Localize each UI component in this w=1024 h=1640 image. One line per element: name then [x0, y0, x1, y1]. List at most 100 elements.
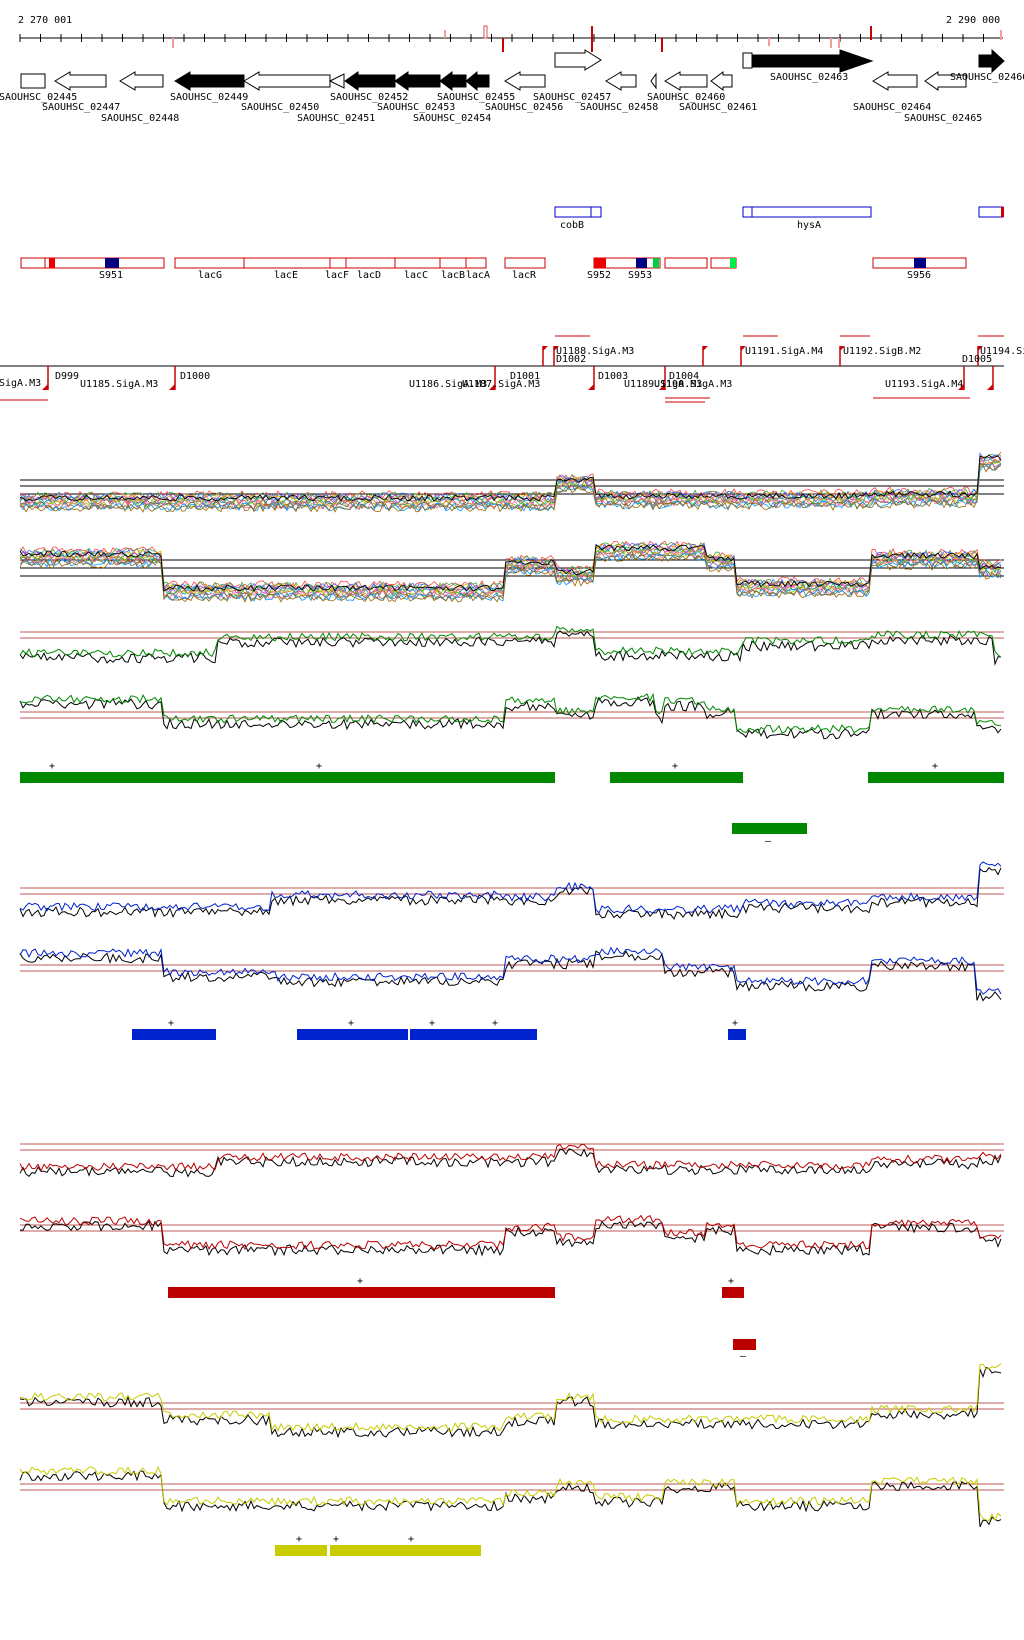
- strand-sign: +: [357, 1276, 363, 1287]
- profile-line: [19, 543, 1002, 594]
- segment-bar[interactable]: [728, 1029, 746, 1040]
- feature-label: lacF: [325, 270, 349, 281]
- condition-profile-panel: [19, 625, 1004, 666]
- reference-profile: [19, 1148, 1002, 1178]
- gene-arrow[interactable]: [554, 49, 602, 71]
- expression-heat-profiles: [19, 451, 1004, 604]
- feature-label: lacB: [441, 270, 465, 281]
- profile-line: [19, 463, 1002, 513]
- condition-profile: [19, 946, 1002, 995]
- tss-label: U1192.SigB.M2: [843, 346, 921, 357]
- feature-box[interactable]: [554, 206, 602, 218]
- gene-label: SAOUHSC_02452: [330, 92, 408, 103]
- segment-bar[interactable]: [410, 1029, 537, 1040]
- condition-profile-panel: [19, 1214, 1004, 1257]
- gene-label: SAOUHSC_02450: [241, 102, 319, 113]
- gene-arrow[interactable]: [872, 71, 918, 91]
- gene-arrow[interactable]: [20, 73, 46, 89]
- gene-arrow[interactable]: [650, 72, 657, 90]
- tss-label: SigA.M3: [0, 378, 41, 389]
- gene-arrow[interactable]: [394, 71, 441, 91]
- condition-profile-panel: [19, 946, 1004, 1002]
- gene-label: SAOUHSC_02445: [0, 92, 77, 103]
- gene-arrow[interactable]: [742, 49, 874, 73]
- segment-bar[interactable]: [20, 772, 555, 783]
- feature-box[interactable]: [978, 206, 1004, 218]
- gene-arrow[interactable]: [328, 73, 345, 89]
- condition-profiles: [19, 625, 1004, 1528]
- reference-profile: [19, 696, 1002, 740]
- tss-label: D1002: [556, 354, 586, 365]
- gene-arrow[interactable]: [344, 71, 396, 91]
- strand-sign: +: [168, 1018, 174, 1029]
- segment-bar[interactable]: [132, 1029, 216, 1040]
- feature-label: S956: [907, 270, 931, 281]
- gene-label: SAOUHSC_02463: [770, 72, 848, 83]
- gene-arrow[interactable]: [54, 71, 107, 91]
- feature-label: S952: [587, 270, 611, 281]
- gene-label: SAOUHSC_02458: [580, 102, 658, 113]
- condition-profile-panel: [19, 1143, 1004, 1178]
- tss-track: SigA.M3 D999 U1185.SigA.M3 D1000 U1186.S…: [0, 335, 1024, 403]
- gene-label: SAOUHSC_02447: [42, 102, 120, 113]
- segment-bar[interactable]: [868, 772, 1004, 783]
- gene-arrow[interactable]: [710, 71, 733, 91]
- strand-sign: +: [333, 1534, 339, 1545]
- feature-label: lacR: [512, 270, 537, 281]
- gene-arrow[interactable]: [605, 71, 637, 91]
- gene-arrow[interactable]: [504, 71, 546, 91]
- segment-bar[interactable]: [330, 1545, 481, 1556]
- gene-arrow[interactable]: [174, 71, 245, 91]
- feature-box[interactable]: [742, 206, 872, 218]
- condition-profile: [19, 1143, 1002, 1173]
- tss-label: U1185.SigA.M3: [80, 379, 158, 390]
- gene-label: SAOUHSC_02453: [377, 102, 455, 113]
- gene-arrow[interactable]: [465, 70, 490, 92]
- profile-line: [19, 461, 1002, 508]
- gene-arrow[interactable]: [664, 71, 708, 91]
- tss-label: D1005: [962, 354, 992, 365]
- segment-bar[interactable]: [168, 1287, 555, 1298]
- tss-label: U1187.SigA.M3: [462, 379, 540, 390]
- red-feature-track: S951 lacG lacE lacF lacD lacC lacB lacA …: [20, 257, 967, 281]
- profile-line: [19, 458, 1002, 507]
- feature-label: cobB: [560, 220, 584, 231]
- strand-sign: –: [740, 1351, 747, 1362]
- segment-bar[interactable]: [610, 772, 743, 783]
- gene-arrow[interactable]: [978, 48, 1005, 74]
- gene-label: SAOUHSC_02464: [853, 102, 931, 113]
- segment-bar[interactable]: [275, 1545, 327, 1556]
- segment-bar[interactable]: [732, 823, 807, 834]
- feature-label: S951: [99, 270, 123, 281]
- profile-panel: [19, 451, 1004, 513]
- segment-bar[interactable]: [297, 1029, 408, 1040]
- gene-arrow[interactable]: [243, 71, 331, 91]
- ruler-end-label: 2 290 000: [946, 15, 1000, 26]
- feature-box[interactable]: [504, 257, 546, 269]
- gene-label: SAOUHSC_02461: [679, 102, 757, 113]
- profile-line: [19, 552, 1002, 602]
- feature-label: lacD: [357, 270, 381, 281]
- gene-arrow[interactable]: [439, 71, 467, 91]
- profile-line: [19, 451, 1002, 500]
- profile-line: [19, 553, 1002, 604]
- gene-label: SAOUHSC_02466: [950, 72, 1024, 83]
- gene-arrow[interactable]: [924, 71, 967, 91]
- segment-bar[interactable]: [733, 1339, 756, 1350]
- feature-label: lacA: [466, 270, 490, 281]
- ruler-start-label: 2 270 001: [18, 15, 72, 26]
- segment-bar[interactable]: [722, 1287, 744, 1298]
- feature-label: lacG: [198, 270, 222, 281]
- strand-sign: +: [316, 761, 322, 772]
- condition-profile-panel: [19, 1465, 1004, 1528]
- strand-sign: +: [732, 1018, 738, 1029]
- condition-profile: [19, 1363, 1002, 1433]
- gene-track: SAOUHSC_02445 SAOUHSC_02447 SAOUHSC_0244…: [0, 48, 1024, 124]
- gene-arrow[interactable]: [119, 71, 164, 91]
- feature-box[interactable]: [664, 257, 708, 269]
- gene-label: SAOUHSC_02456: [485, 102, 563, 113]
- feature-box[interactable]: [20, 257, 165, 269]
- blue-feature-track: cobB hysA: [554, 206, 1004, 231]
- reference-profile: [19, 866, 1002, 920]
